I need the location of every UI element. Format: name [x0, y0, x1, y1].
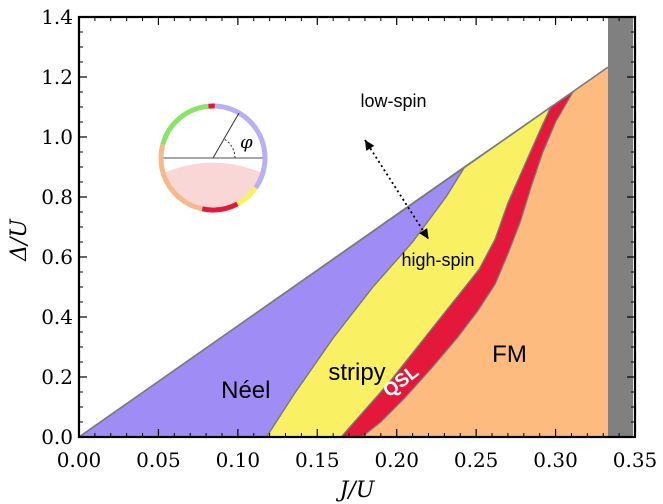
y-tick-label: 1.4 — [41, 5, 73, 29]
x-tick-label: 0.35 — [613, 448, 658, 472]
x-axis-title: J/U — [336, 478, 376, 503]
arrowhead-high-spin — [419, 228, 429, 239]
x-tick-label: 0.15 — [295, 448, 340, 472]
inset-angle-ray — [212, 112, 240, 159]
y-tick-label: 0.0 — [41, 425, 73, 449]
inset-arc-fm-lower — [158, 157, 203, 212]
label-neel: Néel — [221, 377, 270, 404]
inset-arc-neel — [214, 103, 268, 190]
label-high-spin: high-spin — [401, 250, 474, 270]
x-tick-label: 0.20 — [374, 448, 419, 472]
y-tick-label: 1.0 — [41, 125, 73, 149]
inset-angle-arc — [223, 138, 236, 159]
region-fm — [361, 67, 608, 437]
inset-pink-region — [163, 162, 263, 210]
arrowhead-low-spin — [364, 140, 375, 151]
inset-arc-qsl — [201, 201, 239, 213]
label-low-spin: low-spin — [361, 91, 427, 111]
axis-ticks: 0.00 0.05 0.10 0.15 0.20 0.25 0.30 0.35 0.0 0.2 0.… — [41, 5, 657, 472]
inset-arc-green — [160, 103, 209, 146]
x-tick-label: 0.25 — [454, 448, 499, 472]
x-tick-label: 0.30 — [533, 448, 578, 472]
region-qsl — [341, 92, 573, 437]
region-stripy — [266, 107, 551, 437]
x-tick-label: 0.10 — [216, 448, 261, 472]
inset-phi-label: φ — [240, 132, 253, 153]
inset-circle-diagram: φ — [158, 103, 268, 213]
label-stripy: stripy — [328, 359, 385, 386]
y-tick-label: 1.2 — [41, 65, 73, 89]
label-fm: FM — [492, 341, 527, 368]
phase-boundaries — [78, 66, 609, 438]
y-tick-label: 0.2 — [41, 365, 73, 389]
y-tick-label: 0.4 — [41, 305, 73, 329]
inset-arc-fm-upper — [158, 143, 166, 159]
y-axis-title: Δ/U — [7, 218, 32, 262]
inset-arc-stripy — [236, 186, 258, 207]
x-tick-label: 0.00 — [57, 448, 102, 472]
boundary-qsl — [340, 91, 574, 438]
excluded-band — [607, 17, 633, 437]
y-tick-label: 0.6 — [41, 245, 73, 269]
x-tick-label: 0.05 — [136, 448, 181, 472]
y-tick-label: 0.8 — [41, 185, 73, 209]
